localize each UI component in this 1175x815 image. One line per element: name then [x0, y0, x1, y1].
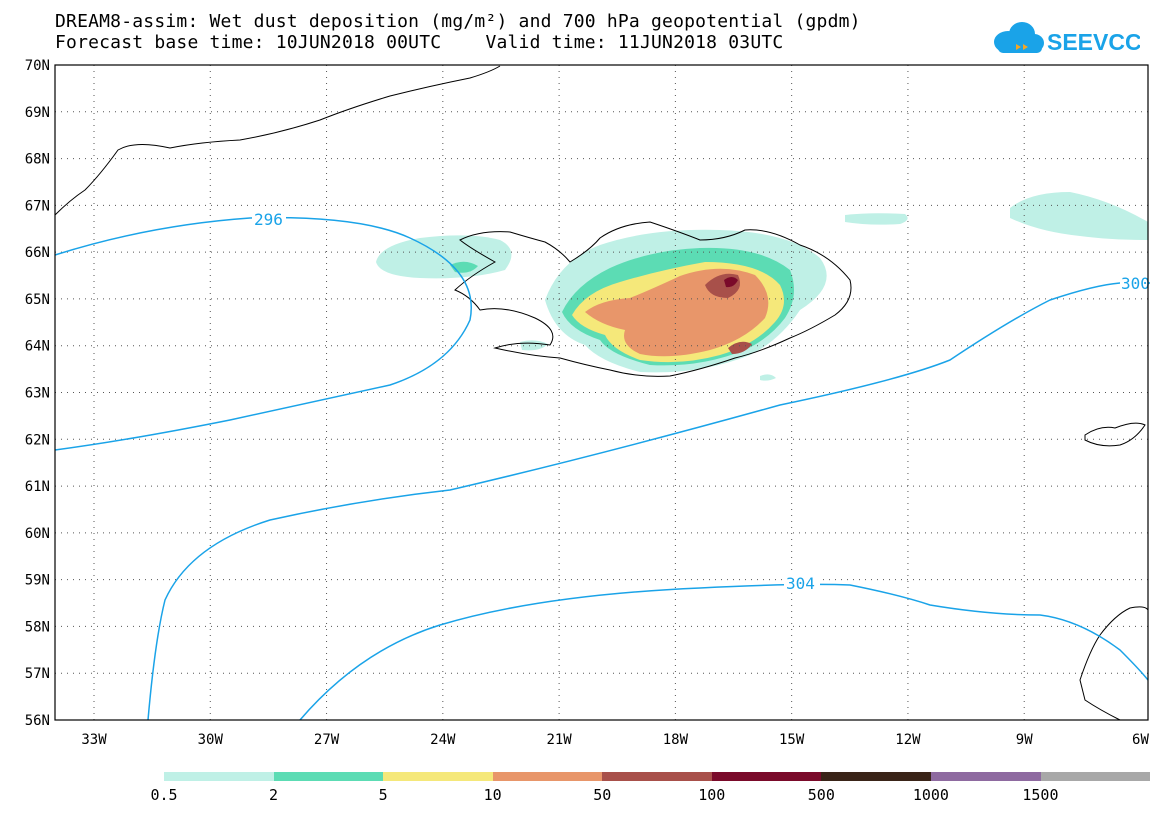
latitude-labels: 70N 69N 68N 67N 66N 65N 64N 63N 62N 61N 60N 59N 58N 5…: [25, 58, 50, 729]
legend-label: 5: [378, 786, 388, 804]
legend-label: 500: [807, 786, 835, 804]
legend-swatch: [602, 772, 712, 781]
logo-text: SEEVCCC: [1047, 29, 1140, 55]
dust-level-5: [728, 341, 752, 354]
lat-label: 61N: [25, 479, 50, 495]
lon-label: 6W: [1132, 732, 1149, 748]
lon-label: 21W: [546, 732, 572, 748]
lat-label: 56N: [25, 713, 50, 729]
dust-level-1: [845, 213, 908, 225]
lon-label: 18W: [663, 732, 689, 748]
iceland-coast: [454, 221, 852, 377]
lon-label: 24W: [430, 732, 456, 748]
dust-level-1: [376, 235, 512, 279]
legend-label: 100: [698, 786, 726, 804]
legend-swatch: [711, 772, 822, 781]
lat-label: 70N: [25, 58, 50, 74]
legend-label: 2: [269, 786, 279, 804]
lat-label: 57N: [25, 666, 50, 682]
dust-level-1: [760, 374, 776, 381]
lon-label: 27W: [314, 732, 340, 748]
lat-label: 60N: [25, 526, 50, 542]
longitude-labels: 33W 30W 27W 24W 21W 18W 15W 12W 9W 6W: [81, 732, 1149, 748]
coastlines: [54, 65, 1149, 721]
lon-label: 9W: [1016, 732, 1033, 748]
contour-304: [299, 583, 1149, 721]
legend-label: 1000: [912, 786, 949, 804]
dust-level-1: [520, 340, 548, 351]
legend-label: 50: [593, 786, 612, 804]
contour-296: [54, 216, 472, 451]
lat-label: 64N: [25, 339, 50, 355]
legend-swatch: [273, 772, 384, 781]
contour-label-296: 296: [254, 210, 283, 229]
greenland-coast: [54, 65, 501, 216]
legend-swatch: [164, 772, 274, 781]
lat-label: 69N: [25, 105, 50, 121]
cloud-icon: [994, 22, 1044, 53]
dust-shading: [376, 192, 1148, 381]
lat-label: 62N: [25, 432, 50, 448]
lat-label: 65N: [25, 292, 50, 308]
contour-label-300: 300: [1121, 274, 1150, 293]
map-panel: 296 300 304 70N 69N 68N 67N 66N 65N 64N 63N 62N 6…: [25, 58, 1150, 748]
lon-label: 12W: [895, 732, 921, 748]
lon-label: 30W: [198, 732, 224, 748]
graticule: [55, 65, 1148, 720]
legend-labels: 0.5 2 5 10 50 100 500 1000 1500: [0, 786, 1175, 806]
legend-swatch: [492, 772, 603, 781]
scotland-coast: [1079, 606, 1149, 721]
legend-label: 10: [483, 786, 502, 804]
contour-300: [147, 282, 1150, 721]
legend-swatch: [930, 772, 1041, 781]
lat-label: 63N: [25, 386, 50, 402]
seevccc-logo: SEEVCCC: [994, 22, 1140, 55]
map-subtitle: Forecast base time: 10JUN2018 00UTC Vali…: [55, 32, 784, 53]
lat-label: 66N: [25, 245, 50, 261]
contour-label-304: 304: [786, 574, 815, 593]
lat-label: 68N: [25, 152, 50, 168]
map-frame: [54, 64, 1149, 721]
legend-swatch: [1040, 772, 1151, 781]
lat-label: 59N: [25, 573, 50, 589]
lon-label: 15W: [779, 732, 805, 748]
faroe-coast: [1084, 422, 1146, 447]
legend-swatch: [821, 772, 931, 781]
dust-level-6: [724, 277, 738, 288]
color-legend: [164, 772, 1151, 781]
dust-level-1: [1010, 192, 1148, 240]
legend-label: 1500: [1022, 786, 1059, 804]
legend-label: 0.5: [150, 786, 178, 804]
legend-swatch: [383, 772, 493, 781]
lat-label: 67N: [25, 198, 50, 214]
lat-label: 58N: [25, 619, 50, 635]
map-title: DREAM8-assim: Wet dust deposition (mg/m²…: [55, 11, 861, 32]
lon-label: 33W: [81, 732, 107, 748]
geopotential-contours: [54, 216, 1150, 721]
